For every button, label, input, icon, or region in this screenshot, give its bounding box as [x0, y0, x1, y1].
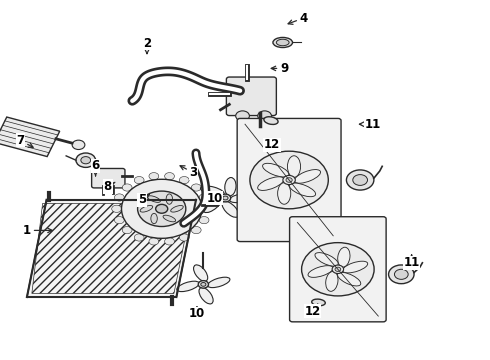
Ellipse shape — [229, 193, 254, 203]
Text: 11: 11 — [360, 118, 381, 131]
Ellipse shape — [315, 253, 338, 266]
Ellipse shape — [203, 197, 221, 212]
Text: 6: 6 — [92, 159, 99, 176]
Circle shape — [165, 172, 174, 180]
Text: 10: 10 — [189, 307, 205, 320]
Circle shape — [115, 194, 124, 201]
Text: 2: 2 — [143, 37, 151, 54]
Circle shape — [134, 176, 144, 184]
Ellipse shape — [166, 194, 172, 204]
Ellipse shape — [290, 183, 316, 197]
Circle shape — [283, 175, 295, 185]
Text: 5: 5 — [138, 193, 149, 206]
Ellipse shape — [199, 288, 213, 304]
Circle shape — [156, 204, 168, 213]
Circle shape — [332, 265, 343, 274]
FancyBboxPatch shape — [237, 118, 341, 242]
Circle shape — [220, 194, 231, 202]
Text: 8: 8 — [104, 180, 115, 193]
Circle shape — [346, 170, 374, 190]
Text: 7: 7 — [17, 134, 33, 147]
Circle shape — [115, 216, 124, 224]
Text: 10: 10 — [206, 192, 223, 205]
Circle shape — [301, 243, 374, 296]
Circle shape — [286, 178, 292, 182]
Circle shape — [122, 179, 202, 238]
Circle shape — [353, 175, 368, 185]
Circle shape — [198, 281, 208, 288]
Ellipse shape — [273, 37, 293, 48]
Circle shape — [335, 267, 341, 271]
Circle shape — [134, 234, 144, 241]
Ellipse shape — [140, 206, 153, 212]
Text: 11: 11 — [403, 255, 420, 269]
Ellipse shape — [343, 261, 368, 273]
Circle shape — [165, 238, 174, 245]
Ellipse shape — [308, 266, 333, 277]
Ellipse shape — [294, 170, 320, 183]
Circle shape — [394, 269, 408, 279]
Text: 12: 12 — [264, 138, 280, 152]
Ellipse shape — [177, 281, 199, 292]
Circle shape — [202, 205, 212, 212]
Ellipse shape — [312, 299, 325, 306]
Circle shape — [179, 176, 189, 184]
Circle shape — [122, 226, 132, 234]
Circle shape — [236, 111, 249, 121]
Circle shape — [191, 184, 201, 191]
Ellipse shape — [276, 39, 289, 46]
Circle shape — [223, 196, 228, 200]
FancyBboxPatch shape — [290, 217, 386, 322]
Text: 1: 1 — [23, 224, 52, 237]
Ellipse shape — [288, 156, 300, 177]
Text: 9: 9 — [271, 62, 288, 75]
Circle shape — [199, 194, 209, 201]
Circle shape — [179, 234, 189, 241]
Ellipse shape — [148, 196, 160, 202]
Polygon shape — [0, 117, 60, 157]
Ellipse shape — [208, 277, 230, 288]
Ellipse shape — [194, 265, 208, 281]
Ellipse shape — [338, 247, 350, 267]
Circle shape — [81, 157, 91, 164]
Circle shape — [258, 111, 271, 121]
Ellipse shape — [326, 271, 338, 291]
Ellipse shape — [222, 201, 239, 217]
Circle shape — [201, 283, 206, 286]
Circle shape — [250, 151, 328, 209]
Circle shape — [138, 191, 186, 226]
Circle shape — [112, 205, 122, 212]
Circle shape — [122, 184, 132, 191]
Ellipse shape — [171, 206, 183, 212]
Circle shape — [149, 172, 159, 180]
Ellipse shape — [163, 215, 175, 222]
Ellipse shape — [258, 177, 284, 190]
Ellipse shape — [338, 273, 361, 286]
Ellipse shape — [200, 186, 224, 196]
Text: 3: 3 — [180, 166, 197, 179]
Circle shape — [76, 153, 96, 167]
Circle shape — [191, 226, 201, 234]
Ellipse shape — [151, 213, 157, 224]
Text: 4: 4 — [288, 12, 308, 24]
Ellipse shape — [225, 177, 236, 196]
Circle shape — [72, 140, 85, 149]
Circle shape — [389, 265, 414, 284]
FancyBboxPatch shape — [92, 168, 125, 188]
Ellipse shape — [278, 183, 291, 204]
Polygon shape — [27, 200, 196, 297]
Circle shape — [199, 216, 209, 224]
Text: 12: 12 — [304, 304, 321, 318]
Ellipse shape — [264, 117, 278, 125]
Ellipse shape — [263, 163, 289, 177]
Circle shape — [149, 238, 159, 245]
FancyBboxPatch shape — [226, 77, 276, 116]
